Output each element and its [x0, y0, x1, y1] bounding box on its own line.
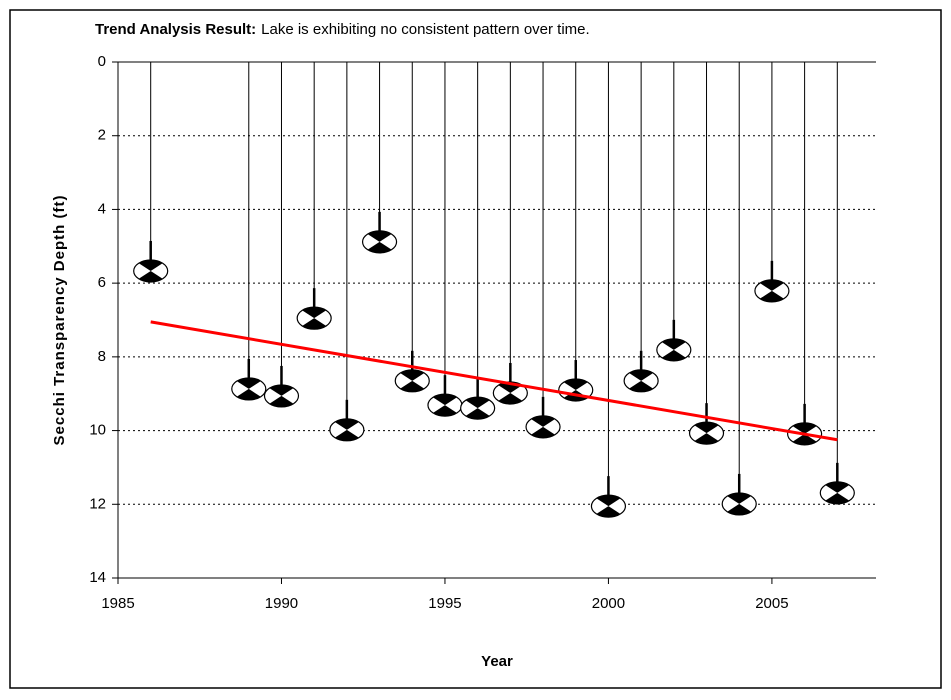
disk-rim: [394, 369, 430, 393]
x-tick-label: 1995: [428, 595, 461, 612]
disk-rim: [819, 481, 855, 505]
disk-rim: [558, 378, 594, 402]
x-tick-label: 2000: [592, 595, 625, 612]
y-tick-label: 8: [98, 348, 106, 365]
disk-face: [231, 377, 266, 400]
disk-rim: [231, 377, 267, 401]
x-tick-label: 2005: [755, 595, 788, 612]
frame: [9, 9, 942, 689]
disk-rim: [688, 421, 725, 445]
disk-rim: [492, 381, 528, 405]
x-axis-label: Year: [481, 653, 513, 670]
disk-rim: [329, 418, 365, 442]
x-tick-label: 1990: [265, 595, 298, 612]
title-prefix: Trend Analysis Result:: [95, 21, 256, 38]
disk-rim: [263, 384, 300, 408]
disk-rim: [296, 306, 332, 330]
disk-rim: [525, 415, 561, 439]
y-tick-label: 0: [98, 53, 106, 70]
y-tick-label: 4: [98, 200, 106, 217]
y-tick-label: 2: [98, 127, 106, 144]
disk-rim: [754, 279, 790, 303]
disk-rim: [721, 492, 757, 516]
y-tick-label: 14: [89, 569, 106, 586]
disk-rim: [656, 338, 692, 362]
disk-rim: [460, 396, 496, 420]
y-tick-label: 6: [98, 274, 106, 291]
disk-rim: [590, 494, 627, 518]
disk-rim: [787, 422, 823, 446]
chart-title: Lake is exhibiting no consistent pattern…: [261, 21, 590, 38]
y-axis-label: Secchi Transparency Depth (ft): [51, 195, 68, 446]
y-tick-label: 10: [89, 422, 106, 439]
disk-rim: [361, 230, 398, 254]
disk-rim: [133, 259, 169, 283]
disk-rim: [623, 369, 659, 393]
trend-line: [150, 320, 838, 442]
x-tick-label: 1985: [101, 595, 134, 612]
y-tick-label: 12: [89, 495, 106, 512]
